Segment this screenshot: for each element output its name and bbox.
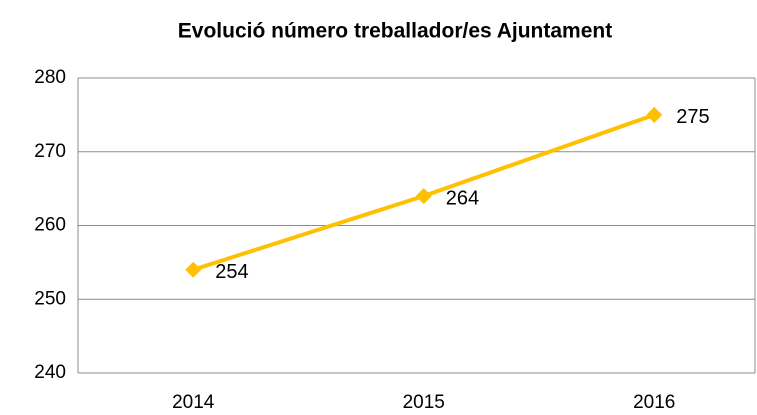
x-tick-label: 2014 <box>172 392 215 413</box>
point-marker <box>646 106 663 123</box>
y-tick-label: 250 <box>34 288 66 309</box>
point-marker <box>185 261 202 278</box>
data-label: 254 <box>215 261 248 283</box>
data-label: 275 <box>676 106 709 128</box>
y-tick-label: 240 <box>34 362 66 383</box>
data-label: 264 <box>446 187 479 209</box>
x-tick-label: 2015 <box>403 392 445 413</box>
y-tick-label: 270 <box>34 141 66 162</box>
chart-title: Evolució número treballador/es Ajuntamen… <box>178 20 612 43</box>
y-tick-label: 260 <box>34 215 66 236</box>
x-tick-label: 2016 <box>633 392 675 413</box>
y-tick-label: 280 <box>34 67 66 88</box>
point-marker <box>415 188 432 204</box>
